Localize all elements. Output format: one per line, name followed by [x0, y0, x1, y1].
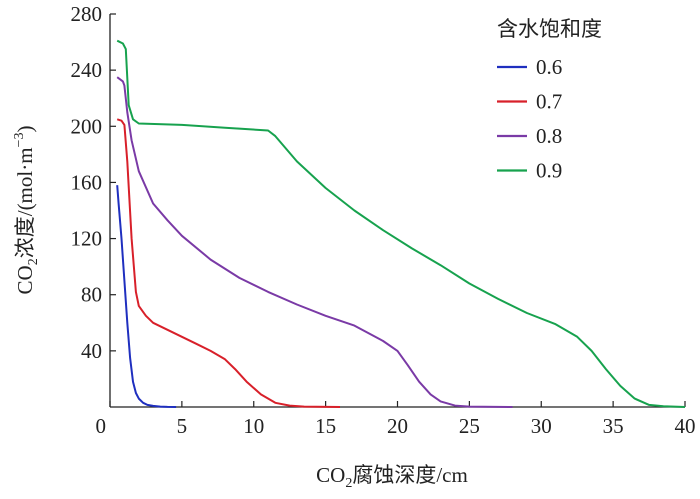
x-tick-label: 5 — [177, 414, 188, 438]
series-line-0.9 — [116, 39, 686, 408]
series-line-0.8 — [116, 76, 513, 408]
legend-label: 0.8 — [536, 124, 562, 148]
series-layer — [116, 39, 686, 408]
axes: 0 5 10 15 20 25 30 35 40 40 80 120 160 200 240 280 — [71, 2, 696, 438]
legend-label: 0.7 — [536, 90, 562, 114]
x-tick-label: 15 — [315, 414, 336, 438]
x-tick-label: 25 — [459, 414, 480, 438]
x-tick-label: 20 — [387, 414, 408, 438]
y-tick-label: 80 — [81, 283, 102, 307]
y-tick-label: 40 — [81, 339, 102, 363]
y-tick-label: 160 — [71, 170, 103, 194]
y-tick-label: 280 — [71, 2, 103, 26]
y-tick-label: 240 — [71, 58, 103, 82]
legend-title: 含水饱和度 — [497, 17, 602, 41]
series-line-0.6 — [116, 185, 177, 408]
x-axis-title: CO2腐蚀深度/cm — [316, 463, 468, 491]
x-tick-label: 35 — [603, 414, 624, 438]
y-tick-label: 120 — [71, 227, 103, 251]
legend: 含水饱和度 0.6 0.7 0.8 0.9 — [497, 17, 602, 183]
series-line-0.7 — [116, 118, 341, 408]
origin-tick-label: 0 — [96, 414, 107, 438]
x-tick-label: 30 — [531, 414, 552, 438]
x-tick-label: 10 — [243, 414, 264, 438]
y-tick-label: 200 — [71, 114, 103, 138]
y-axis-title: CO2浓度/(mol·m−3) — [12, 126, 41, 295]
x-tick-label: 40 — [675, 414, 696, 438]
legend-label: 0.6 — [536, 55, 562, 79]
legend-label: 0.9 — [536, 159, 562, 183]
